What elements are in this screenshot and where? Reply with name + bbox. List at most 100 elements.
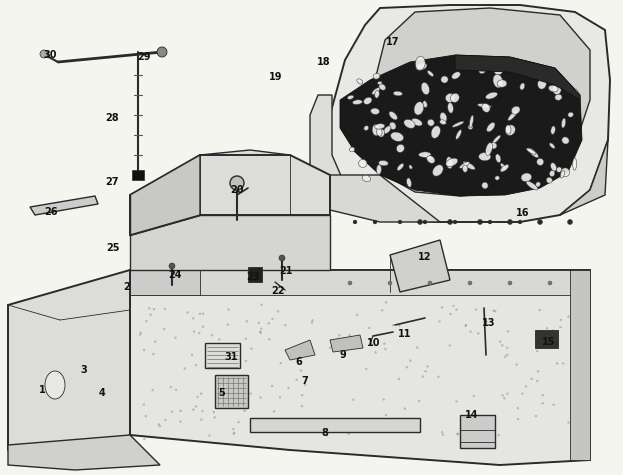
Ellipse shape bbox=[427, 71, 434, 76]
Text: 18: 18 bbox=[317, 57, 331, 67]
Ellipse shape bbox=[423, 101, 427, 108]
Polygon shape bbox=[215, 375, 248, 408]
Polygon shape bbox=[250, 418, 420, 432]
Ellipse shape bbox=[508, 111, 517, 121]
Circle shape bbox=[416, 346, 419, 349]
Circle shape bbox=[202, 325, 204, 328]
Circle shape bbox=[383, 398, 385, 400]
Text: 10: 10 bbox=[367, 338, 381, 348]
Circle shape bbox=[163, 308, 166, 310]
Ellipse shape bbox=[505, 125, 511, 134]
Circle shape bbox=[368, 327, 371, 329]
Circle shape bbox=[559, 326, 561, 328]
Text: 5: 5 bbox=[219, 388, 226, 398]
Circle shape bbox=[356, 314, 358, 316]
Circle shape bbox=[231, 385, 234, 388]
Circle shape bbox=[525, 385, 527, 388]
Ellipse shape bbox=[492, 135, 501, 144]
Polygon shape bbox=[330, 5, 610, 222]
Ellipse shape bbox=[376, 128, 382, 136]
Circle shape bbox=[193, 330, 195, 332]
Ellipse shape bbox=[452, 72, 460, 79]
Ellipse shape bbox=[440, 120, 446, 124]
Ellipse shape bbox=[374, 124, 385, 129]
Circle shape bbox=[538, 333, 541, 335]
Text: 29: 29 bbox=[137, 52, 151, 62]
Polygon shape bbox=[560, 140, 608, 215]
Circle shape bbox=[439, 320, 441, 323]
Circle shape bbox=[139, 333, 141, 336]
Circle shape bbox=[186, 311, 189, 314]
Circle shape bbox=[260, 304, 263, 306]
Circle shape bbox=[422, 375, 424, 378]
Ellipse shape bbox=[495, 176, 500, 180]
Ellipse shape bbox=[562, 137, 569, 144]
Ellipse shape bbox=[391, 132, 404, 142]
Circle shape bbox=[488, 220, 492, 224]
Ellipse shape bbox=[416, 63, 427, 70]
Circle shape bbox=[455, 308, 458, 311]
Text: 20: 20 bbox=[231, 185, 244, 195]
Ellipse shape bbox=[493, 74, 503, 88]
Circle shape bbox=[184, 367, 186, 370]
Text: 14: 14 bbox=[465, 410, 478, 420]
Circle shape bbox=[245, 320, 248, 323]
Circle shape bbox=[278, 428, 280, 430]
Ellipse shape bbox=[555, 94, 562, 100]
Text: 12: 12 bbox=[418, 252, 432, 262]
Ellipse shape bbox=[511, 106, 520, 114]
Ellipse shape bbox=[448, 103, 454, 113]
Circle shape bbox=[338, 334, 340, 337]
Polygon shape bbox=[8, 270, 130, 465]
Ellipse shape bbox=[497, 80, 507, 87]
Polygon shape bbox=[130, 270, 200, 295]
Ellipse shape bbox=[494, 67, 503, 75]
Circle shape bbox=[381, 309, 383, 312]
Circle shape bbox=[492, 309, 495, 312]
Circle shape bbox=[423, 220, 427, 224]
Text: 22: 22 bbox=[271, 286, 285, 296]
Circle shape bbox=[348, 281, 352, 285]
Circle shape bbox=[535, 415, 537, 418]
Circle shape bbox=[503, 397, 506, 399]
Circle shape bbox=[212, 411, 215, 413]
Ellipse shape bbox=[446, 157, 453, 169]
Ellipse shape bbox=[495, 154, 501, 162]
Circle shape bbox=[506, 330, 509, 332]
Circle shape bbox=[175, 389, 177, 391]
Circle shape bbox=[143, 438, 146, 440]
Polygon shape bbox=[455, 55, 580, 100]
Circle shape bbox=[449, 313, 452, 315]
Circle shape bbox=[441, 431, 444, 434]
Text: 11: 11 bbox=[398, 329, 412, 339]
Ellipse shape bbox=[45, 371, 65, 399]
Circle shape bbox=[457, 433, 459, 435]
Circle shape bbox=[250, 347, 253, 350]
Ellipse shape bbox=[384, 126, 391, 133]
Circle shape bbox=[559, 319, 562, 321]
Ellipse shape bbox=[441, 76, 448, 83]
Ellipse shape bbox=[500, 163, 506, 170]
Circle shape bbox=[568, 315, 569, 318]
Ellipse shape bbox=[378, 81, 382, 85]
Ellipse shape bbox=[397, 163, 404, 171]
Circle shape bbox=[240, 406, 243, 408]
Circle shape bbox=[227, 308, 230, 311]
Ellipse shape bbox=[548, 85, 558, 92]
Ellipse shape bbox=[379, 84, 386, 90]
Circle shape bbox=[501, 344, 503, 346]
Polygon shape bbox=[570, 270, 590, 460]
Polygon shape bbox=[8, 435, 160, 470]
Circle shape bbox=[218, 338, 221, 341]
Ellipse shape bbox=[521, 173, 531, 182]
Ellipse shape bbox=[359, 159, 367, 167]
Text: 26: 26 bbox=[44, 207, 58, 217]
Text: 24: 24 bbox=[168, 270, 182, 280]
Circle shape bbox=[273, 410, 275, 413]
Ellipse shape bbox=[536, 182, 540, 187]
Ellipse shape bbox=[561, 168, 569, 177]
Circle shape bbox=[295, 379, 298, 381]
Circle shape bbox=[259, 331, 261, 333]
Circle shape bbox=[485, 321, 488, 323]
Circle shape bbox=[562, 362, 564, 365]
